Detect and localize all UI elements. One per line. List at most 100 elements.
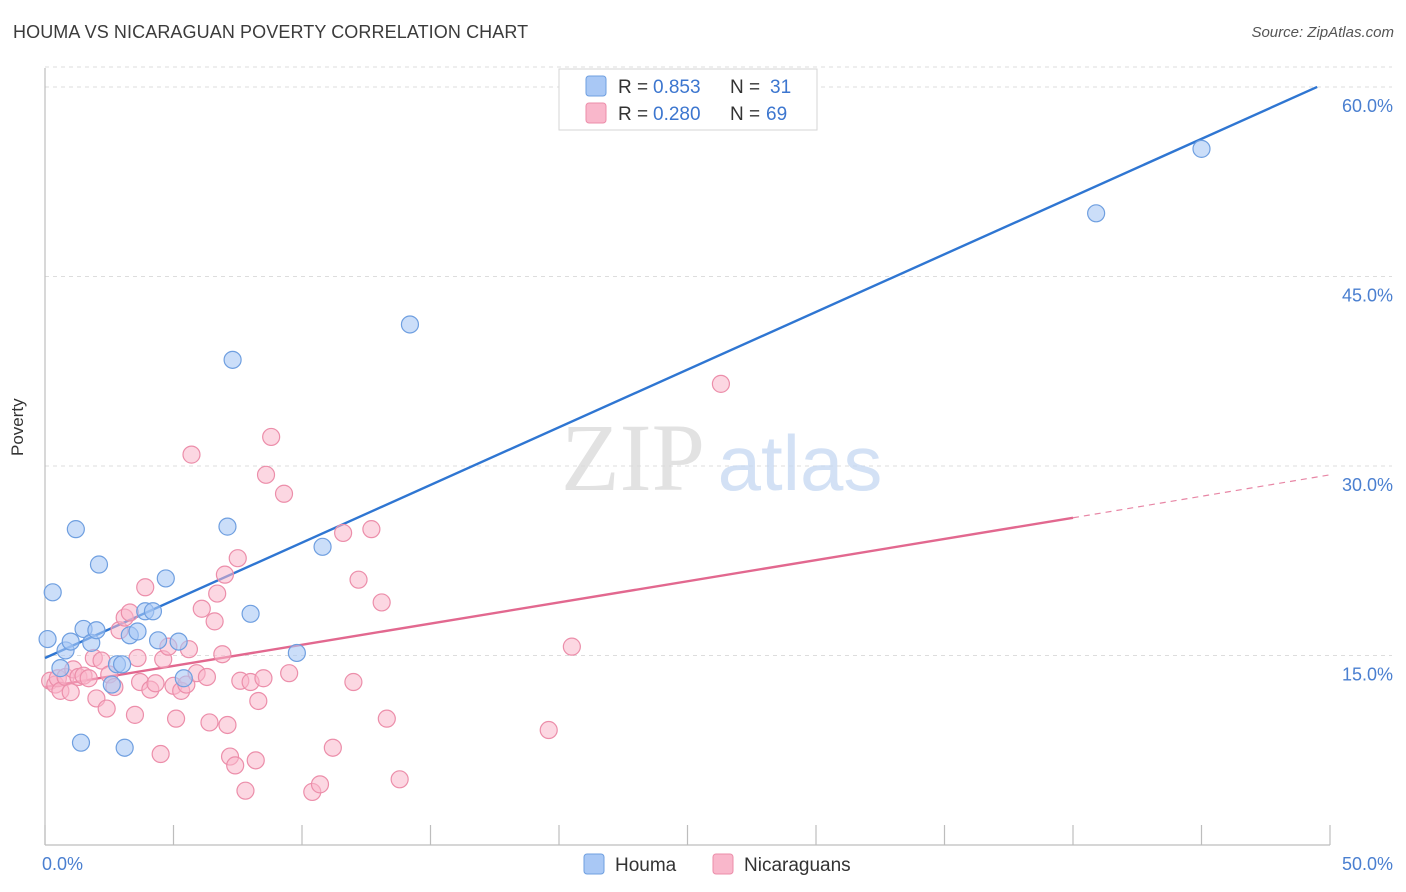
houma-point-0 (38, 629, 57, 649)
houma-point-18 (156, 569, 175, 588)
houma-point-23 (241, 604, 260, 623)
nicaraguans-point-37 (200, 713, 219, 732)
nicaraguans-point-45 (228, 549, 247, 568)
nicaraguans-point-58 (323, 738, 342, 757)
legend-n-value-nicaraguans: 69 (766, 104, 787, 125)
nicaraguans-point-67 (711, 374, 731, 393)
nicaraguans-point-36 (197, 667, 217, 687)
nicaraguans-point-68 (539, 720, 558, 740)
houma-point-16 (143, 602, 163, 621)
houma-point-10 (102, 675, 121, 694)
nicaraguans-point-50 (249, 691, 268, 711)
nicaraguans-point-40 (213, 645, 232, 664)
legend: R = 0.853 N = 31 R = 0.280 N = 69 (558, 68, 818, 131)
bottom-legend-label-nicaraguans: Nicaraguans (744, 855, 851, 876)
legend-n-value-houma: 31 (770, 77, 791, 98)
legend-r-value-nicaraguans: 0.280 (653, 104, 701, 125)
houma-point-22 (223, 350, 242, 369)
legend-r-value-houma: 0.853 (653, 77, 701, 98)
houma-trend-line (44, 85, 1318, 660)
legend-swatch-nicaraguans (585, 102, 607, 124)
legend-n-label-houma: N = (730, 77, 760, 98)
tick-labels: 15.0% 30.0% 45.0% 60.0% 0.0% 50.0% (42, 96, 1393, 874)
nicaraguans-point-18 (120, 603, 139, 622)
axes (44, 68, 1331, 846)
nicaraguans-point-42 (218, 715, 237, 735)
x-tick-label-50: 50.0% (1342, 854, 1393, 874)
nicaraguans-point-35 (192, 599, 211, 618)
houma-point-27 (71, 733, 91, 752)
houma-point-25 (313, 537, 332, 556)
houma-point-29 (1192, 139, 1211, 158)
nicaraguans-point-38 (205, 612, 224, 631)
nicaraguans-point-47 (236, 781, 255, 800)
nicaraguans-point-60 (344, 672, 363, 692)
nicaraguans-point-5 (61, 683, 80, 702)
y-tick-label-45: 45.0% (1342, 285, 1393, 305)
nicaraguans-point-33 (182, 445, 201, 464)
houma-point-4 (61, 632, 80, 651)
nicaraguans-point-39 (208, 584, 227, 603)
nicaraguans-point-9 (79, 669, 98, 688)
trend-lines (44, 85, 1331, 689)
houma-point-14 (128, 622, 147, 641)
nicaraguans-point-20 (128, 648, 147, 668)
y-tick-label-60: 60.0% (1342, 96, 1393, 116)
nicaraguans-point-41 (215, 565, 234, 584)
nicaraguans-point-24 (146, 674, 165, 693)
nicaraguans-point-61 (349, 570, 368, 589)
nicaraguans-point-55 (280, 664, 299, 683)
legend-swatch-houma (585, 75, 607, 97)
x-tick-label-0: 0.0% (42, 854, 83, 874)
legend-r-label-houma: R = (618, 77, 648, 98)
bottom-legend-swatch-nicaraguans (712, 853, 734, 875)
legend-r-label-nicaraguans: R = (618, 104, 648, 125)
bottom-legend: Houma Nicaraguans (583, 853, 851, 876)
houma-point-20 (174, 669, 193, 688)
bottom-legend-swatch-houma (583, 853, 605, 875)
nicaraguans-point-66 (562, 637, 581, 656)
nicaraguans-point-51 (254, 669, 273, 688)
gridlines (45, 66, 1392, 656)
houma-point-24 (287, 643, 306, 663)
nicaraguans-trend-extension (1072, 474, 1331, 519)
houma-point-28 (1087, 204, 1106, 223)
watermark-zip: ZIP (561, 404, 705, 511)
nicaraguans-point-25 (151, 744, 170, 764)
nicaraguans-points (41, 374, 731, 802)
legend-n-label-nicaraguans: N = (730, 104, 760, 125)
nicaraguans-point-53 (262, 427, 281, 447)
houma-point-2 (51, 659, 70, 678)
bottom-legend-label-houma: Houma (615, 855, 677, 876)
nicaraguans-point-13 (97, 699, 116, 718)
houma-point-12 (115, 738, 134, 757)
watermark-atlas: atlas (718, 419, 883, 507)
nicaraguans-point-54 (274, 484, 294, 503)
watermark: ZIP atlas (561, 404, 882, 511)
nicaraguans-point-59 (334, 523, 353, 543)
source-label: Source: ZipAtlas.com (1251, 24, 1394, 41)
nicaraguans-point-62 (362, 520, 381, 539)
nicaraguans-point-44 (226, 756, 245, 775)
houma-point-21 (218, 517, 237, 536)
y-tick-label-30: 30.0% (1342, 475, 1393, 495)
nicaraguans-point-65 (390, 770, 409, 789)
nicaraguans-point-52 (256, 465, 276, 484)
nicaraguans-point-19 (125, 705, 145, 724)
houma-point-9 (89, 555, 109, 574)
houma-point-8 (87, 621, 106, 640)
nicaraguans-point-63 (372, 593, 391, 612)
nicaraguans-point-49 (246, 751, 265, 770)
houma-point-30 (112, 655, 132, 674)
nicaraguans-point-22 (136, 578, 155, 597)
houma-point-1 (43, 583, 62, 602)
nicaraguans-point-64 (377, 709, 396, 728)
houma-points (38, 139, 1211, 757)
houma-point-17 (148, 631, 168, 650)
houma-point-5 (66, 520, 85, 539)
y-tick-label-15: 15.0% (1342, 664, 1393, 684)
chart-title: HOUMA VS NICARAGUAN POVERTY CORRELATION … (13, 22, 529, 42)
nicaraguans-point-57 (310, 775, 330, 794)
nicaraguans-point-29 (166, 709, 186, 728)
